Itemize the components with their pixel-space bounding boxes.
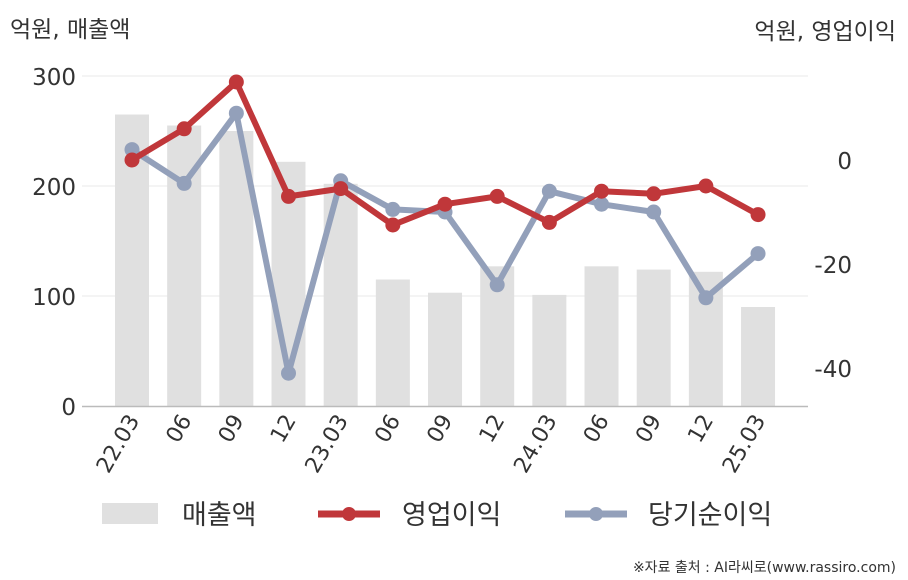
- legend-label-revenue: 매출액: [182, 500, 257, 531]
- legend-marker-net-income: [589, 507, 603, 521]
- left-tick-label-100: 100: [32, 285, 76, 311]
- x-tick-label-2: 09: [214, 411, 250, 448]
- net-income-point-9: [594, 196, 610, 212]
- revenue-bar-5: [375, 279, 410, 406]
- profit-lines: [124, 74, 766, 381]
- right-axis-tick-labels: 0 -20 -40: [814, 149, 852, 383]
- x-tick-label-9: 06: [579, 411, 615, 448]
- net-income-point-10: [646, 204, 662, 220]
- x-tick-label-4: 23.03: [301, 411, 354, 478]
- operating-profit-point-5: [385, 217, 401, 233]
- legend-label-net-income: 당기순이익: [648, 500, 772, 531]
- operating-profit-point-10: [646, 186, 662, 202]
- x-tick-label-1: 06: [162, 411, 198, 448]
- legend-marker-operating-profit: [342, 507, 356, 521]
- left-axis-tick-labels: 0 100 200 300: [32, 65, 76, 421]
- operating-profit-point-7: [489, 188, 505, 204]
- legend-label-operating-profit: 영업이익: [402, 500, 501, 531]
- x-tick-label-0: 22.03: [92, 411, 145, 478]
- revenue-bars: [115, 114, 776, 406]
- left-tick-label-0: 0: [61, 395, 76, 421]
- operating-profit-point-12: [750, 207, 766, 223]
- net-income-point-5: [385, 201, 401, 217]
- left-tick-label-300: 300: [32, 65, 76, 91]
- right-axis-unit-label: 억원, 영업이익: [754, 19, 896, 45]
- operating-profit-point-2: [228, 74, 244, 90]
- net-income-point-2: [228, 105, 244, 121]
- x-tick-label-10: 09: [631, 411, 667, 448]
- net-income-point-1: [176, 175, 192, 191]
- revenue-bar-12: [741, 307, 776, 406]
- legend: 매출액 영업이익 당기순이익: [102, 500, 772, 531]
- operating-profit-point-9: [594, 183, 610, 199]
- revenue-bar-8: [532, 294, 567, 406]
- operating-profit-point-8: [541, 214, 557, 230]
- net-income-point-11: [698, 290, 714, 306]
- right-tick-label-0: 0: [837, 149, 852, 175]
- operating-profit-point-6: [437, 196, 453, 212]
- net-income-point-12: [750, 246, 766, 262]
- source-note: ※자료 출처 : AI라씨로(www.rassiro.com): [633, 560, 896, 576]
- operating-profit-point-3: [281, 188, 297, 204]
- net-income-point-8: [541, 183, 557, 199]
- x-tick-label-11: 12: [683, 411, 719, 448]
- net-income-point-7: [489, 277, 505, 293]
- net-income-point-3: [281, 365, 297, 381]
- x-tick-label-7: 12: [475, 411, 511, 448]
- legend-swatch-revenue: [102, 503, 158, 524]
- x-tick-label-8: 24.03: [509, 411, 562, 478]
- operating-profit-point-0: [124, 152, 140, 168]
- revenue-bar-10: [636, 269, 671, 406]
- x-tick-label-6: 09: [423, 411, 459, 448]
- left-tick-label-200: 200: [32, 175, 76, 201]
- x-tick-label-12: 25.03: [718, 411, 771, 478]
- x-axis-tick-labels: 22.03 06 09 12 23.03 06 09 12 24.03 06 09 12 25.03: [92, 411, 771, 478]
- right-tick-label--20: -20: [814, 253, 852, 279]
- x-tick-label-5: 06: [370, 411, 406, 448]
- operating-profit-point-1: [176, 121, 192, 137]
- revenue-bar-6: [428, 292, 463, 406]
- operating-profit-point-4: [333, 181, 349, 197]
- x-tick-label-3: 12: [266, 411, 302, 448]
- net-income-point-0: [124, 142, 140, 158]
- right-tick-label--40: -40: [814, 357, 852, 383]
- operating-profit-point-11: [698, 178, 714, 194]
- left-axis-unit-label: 억원, 매출액: [10, 17, 130, 43]
- revenue-bar-9: [584, 266, 619, 406]
